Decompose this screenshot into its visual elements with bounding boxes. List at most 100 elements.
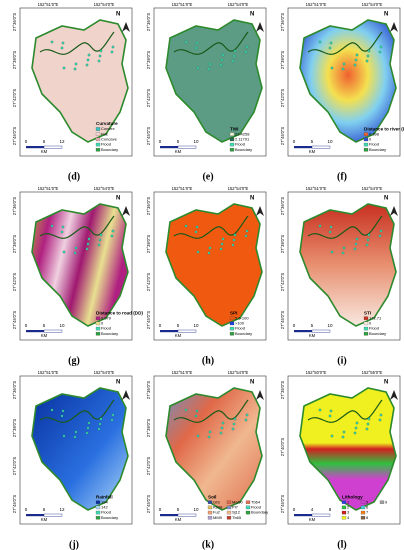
flood-point [194,414,198,418]
latitude-label: 27°42'0"S [146,273,151,292]
map-area [299,19,398,143]
river [39,399,115,423]
legend-title: Lithology [342,494,363,499]
legend-swatch [341,505,347,510]
flood-point [245,229,249,233]
legend-label: 0 [369,320,372,325]
legend-swatch [207,516,213,520]
flood-point [74,430,78,434]
legend-label: 7 [366,510,369,515]
flood-point [342,62,346,66]
legend-label: 9 [385,499,388,504]
legend-swatch [95,510,101,515]
legend-label: 5 [366,499,369,504]
flood-point [97,59,101,63]
latitude-label: 27°36'0"S [280,13,285,32]
flood-point [99,233,103,237]
scale-label: 0 [25,323,28,328]
scale-bar [177,329,197,333]
legend-label: Boundary [235,147,252,152]
flood-point [74,62,78,66]
legend-swatch [229,137,235,142]
scale-bar [311,513,331,517]
flood-point [353,63,357,67]
legend-label: Flood [369,142,379,147]
flood-point [208,62,212,66]
flood-point [86,426,90,430]
flood-point [379,45,383,49]
river [39,31,115,55]
longitude-label: 152°54'0"E [228,2,249,7]
map-area [165,387,264,511]
legend-swatch [360,516,366,520]
flood-point [62,250,66,254]
scale-bar [43,329,63,333]
legend-swatch [360,510,366,515]
flood-point [99,417,103,421]
flood-point [378,234,382,238]
region [299,387,397,511]
scale-label: 5 [177,323,180,328]
longitude-label: 152°51'0"E [306,2,327,7]
flood-point [231,243,235,247]
flood-point [219,63,223,67]
legend-label: Flood [251,504,261,509]
flood-point [231,59,235,63]
scale-bar [294,146,312,149]
panel-letter: (d) [68,171,80,182]
river [173,399,249,423]
legend-swatch [207,500,213,504]
legend-swatch [245,500,251,504]
latitude-label: 27°39'0"S [280,51,285,70]
scale-bar [26,514,44,517]
scale-label: 5 [311,139,314,144]
panel-letter: (f) [337,171,347,182]
scale-label: 0 [159,323,162,328]
legend-label: Sj12 [232,510,241,515]
scale-label: 10 [193,323,199,328]
legend-title: STI [364,310,371,315]
scale-unit: KM [41,517,48,522]
flood-point [245,45,249,49]
legend-label: 142 [101,504,108,509]
scale-bar [177,145,197,149]
scale-label: 10 [327,139,333,144]
legend-label: Tb65 [232,515,242,520]
longitude-label: 152°51'0"E [38,2,59,7]
north-label: N [116,12,120,18]
legend-title: Distance to river (DD) [364,126,404,131]
legend-swatch [95,332,101,336]
panel-letter: (l) [337,539,346,550]
flood-point [62,66,66,70]
map-area [165,19,264,143]
legend-swatch [229,326,235,331]
latitude-label: 27°36'0"S [146,381,151,400]
legend-label: 172.71 [369,315,382,320]
longitude-label: 152°51'0"E [172,370,193,375]
legend-swatch [229,321,235,326]
north-arrow [390,22,398,32]
legend-swatch [363,132,369,136]
flood-point [329,409,333,413]
legend-label: 8 [366,515,369,520]
scale-label: 8 [329,507,332,512]
flood-point [207,435,211,439]
north-label: N [116,196,120,202]
map-area [299,203,398,327]
scale-unit: KM [309,333,316,338]
flood-point [60,230,64,234]
flood-point [367,49,371,53]
legend-swatch [95,516,101,520]
flood-point [220,426,224,430]
panel-letter: (h) [202,355,214,366]
longitude-label: 152°54'0"E [362,2,383,7]
legend-title: Soil [208,494,216,499]
flood-point [329,225,333,229]
flood-point [341,67,345,71]
flood-point [233,417,237,421]
flood-point [111,45,115,49]
legend-label: Boundary [251,510,268,515]
flood-point [232,238,236,242]
scale-label: 5 [311,323,314,328]
